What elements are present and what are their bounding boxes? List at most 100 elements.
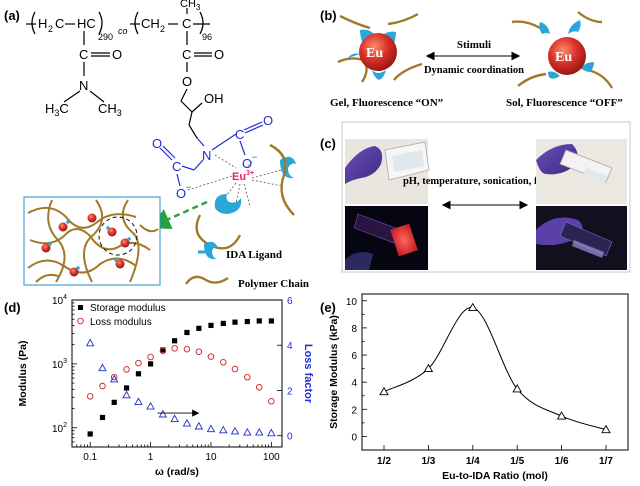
loss-modulus-point [147, 353, 154, 361]
y2-axis-label-d: Loss factor [302, 344, 314, 404]
storage-modulus-point-e [601, 424, 611, 434]
loss-factor-point [243, 427, 252, 436]
loss-factor-point [134, 397, 143, 406]
polymer-chain-upper [269, 143, 295, 216]
ida-ligand-structure: N C O O − C O O − [152, 113, 273, 201]
loss-modulus-point [123, 366, 130, 373]
loss-factor-point [194, 421, 204, 430]
y-tick-label-d: 103 [52, 358, 67, 371]
svg-text:H: H [38, 16, 47, 31]
x-tick-label-e: 1/5 [510, 456, 524, 467]
x-axis-label-e: Eu-to-IDA Ratio (mol) [442, 470, 548, 482]
stimuli-list-label: pH, temperature, sonication, force… [403, 176, 567, 187]
x-tick-label-d: 0.1 [83, 452, 97, 463]
svg-text:O: O [242, 156, 252, 171]
svg-text:C: C [55, 16, 64, 31]
panel-label-a: (a) [4, 8, 20, 23]
zoom-arrow [148, 200, 208, 230]
y-tick-label-e: 6 [351, 351, 357, 362]
y-tick-label-e: 0 [351, 432, 357, 443]
storage-modulus-point [208, 322, 214, 329]
eu-ion-label: Eu3+ [232, 170, 254, 183]
svg-text:O: O [214, 47, 224, 62]
svg-text:O: O [263, 113, 273, 128]
ligand-cups-near-eu [214, 156, 296, 214]
eu-label-gel: Eu [366, 46, 383, 61]
panel-label-b: (b) [320, 8, 337, 23]
reversible-arrow-c: pH, temperature, sonication, force… [403, 176, 567, 210]
panel-e: (e) 0 2 4 6 8 10 1/2 1/3 1/4 1/5 1/6 1/7 Eu-to-IDA R… [320, 293, 629, 482]
legend-d: Storage modulus Loss modulus [77, 303, 166, 328]
gel-caption: Gel, Fluorescence “ON” [330, 97, 443, 109]
svg-text:CH3: CH3 [98, 101, 122, 118]
panel-b: (b) Eu Stimuli Dynamic coordination [320, 8, 623, 109]
y2-tick-label-d: 0 [287, 432, 293, 443]
photo-gel-daylight [345, 139, 430, 204]
loss-factor-point [146, 401, 155, 410]
x-tick-label-e: 1/4 [466, 456, 480, 467]
chart-modulus-frequency: 0.1 1 10 100 102 103 104 0 2 4 6 ω (rad/s) Modulus (… [17, 294, 314, 478]
legend-polymer-chain-label: Polymer Chain [238, 278, 309, 290]
y-tick-label-e: 10 [346, 297, 358, 308]
loss-factor-point [230, 426, 240, 435]
svg-text:C: C [79, 47, 88, 62]
x-tick-label-d: 100 [263, 452, 280, 463]
eu-coordination-center: Eu3+ [187, 154, 283, 209]
legend-storage-label: Storage modulus [90, 303, 166, 314]
quaternary-carbon: C [182, 16, 191, 31]
repeat-subscript-96: 96 [202, 32, 212, 42]
storage-modulus-point [196, 325, 202, 331]
x-tick-label-e: 1/7 [599, 456, 613, 467]
storage-modulus-point [256, 318, 262, 324]
amide-group: C O N H3C CH3 [45, 31, 122, 118]
storage-modulus-point-e [468, 302, 478, 312]
svg-text:C: C [182, 47, 191, 62]
copolymer-label: co [118, 26, 128, 36]
storage-modulus-point [135, 371, 142, 377]
storage-modulus-point [147, 361, 154, 367]
legend-ida-ligand-label: IDA Ligand [226, 249, 282, 261]
loss-modulus-point [231, 365, 239, 373]
y2-tick-label-d: 4 [287, 341, 293, 352]
legend-storage-marker [78, 305, 83, 310]
svg-text:OH: OH [204, 91, 224, 106]
eu-complex-gel: Eu [337, 12, 423, 83]
y-tick-label-e: 4 [351, 378, 357, 389]
loss-factor-point [267, 428, 276, 437]
loss-factor-point [182, 418, 192, 427]
stimuli-arrow: Stimuli Dynamic coordination [424, 39, 524, 76]
x-tick-label-e: 1/2 [377, 456, 391, 467]
photo-sol-daylight [536, 139, 627, 204]
y2-tick-label-d: 6 [287, 296, 293, 307]
eu-sphere-sol [548, 37, 586, 75]
loss-factor-point [85, 338, 95, 347]
eu-complex-sol: Eu [511, 11, 614, 89]
storage-modulus-point-e [556, 411, 567, 420]
repeat-subscript-290: 290 [98, 32, 113, 42]
storage-modulus-point-e [379, 386, 389, 396]
loss-factor-point [206, 424, 216, 433]
legend-loss-label: Loss modulus [90, 317, 152, 328]
storage-modulus-point [111, 399, 117, 405]
storage-modulus-point [184, 329, 190, 336]
methyl-top-text: CH3 [180, 0, 201, 12]
y-tick-label-e: 2 [351, 405, 357, 416]
network-inset [23, 196, 161, 286]
plot-frame-e [361, 293, 629, 451]
legend-ida-ligand: IDA Ligand [198, 241, 282, 261]
svg-text:N: N [202, 148, 211, 163]
loss-modulus-point [268, 398, 275, 405]
loss-modulus-point [171, 345, 178, 352]
loss-factor-point [219, 425, 228, 434]
legend-loss-marker [77, 317, 84, 325]
loss-modulus-point [135, 359, 142, 367]
storage-modulus-point [172, 338, 178, 344]
polymer-chain-lower [195, 214, 242, 250]
loss-modulus-point [244, 373, 251, 381]
loss-modulus-point [255, 384, 263, 391]
svg-text:2: 2 [48, 24, 53, 34]
svg-text:C: C [235, 127, 244, 142]
storage-modulus-point [160, 347, 166, 353]
